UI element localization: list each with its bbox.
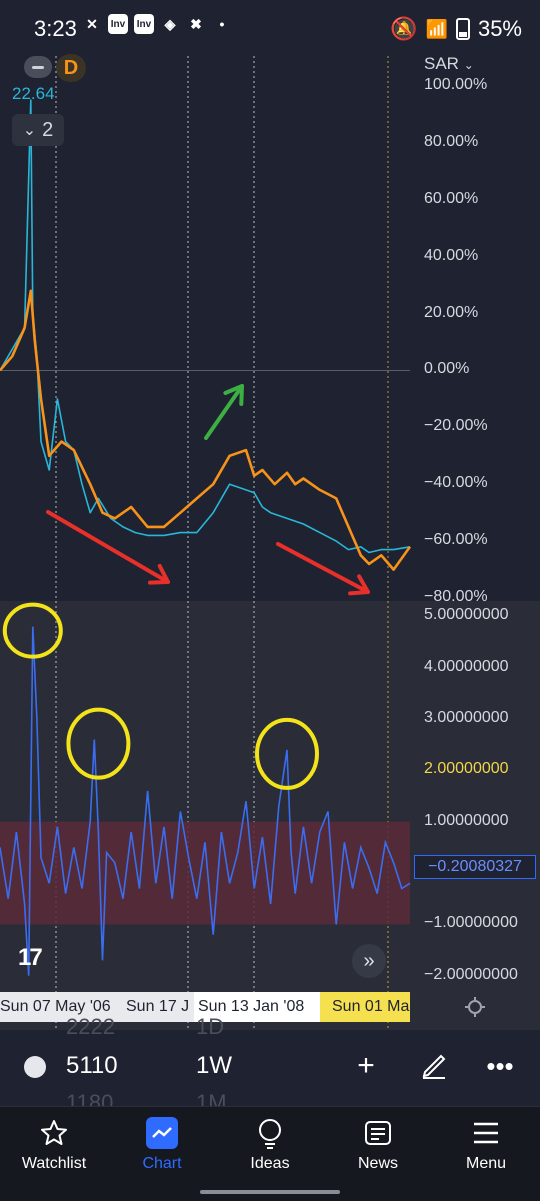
indicators-count: 2 — [42, 118, 54, 141]
status-system-icons: 🔕 📶 35% — [390, 16, 522, 42]
nav-watchlist[interactable]: Watchlist — [4, 1117, 104, 1173]
more-options-icon[interactable]: ••• — [486, 1050, 514, 1081]
collapse-legend-button[interactable] — [24, 56, 52, 78]
currency-selector[interactable]: SAR ⌄ — [424, 54, 474, 74]
battery-icon — [455, 18, 470, 40]
inv-icon: Inv — [108, 14, 128, 34]
nav-label: News — [357, 1155, 398, 1172]
tradingview-logo[interactable]: 17 — [18, 944, 43, 971]
oscillator-axis-tick: 3.00000000 — [424, 709, 509, 727]
circled-peak-annotation — [2, 602, 63, 659]
chart-area[interactable] — [0, 56, 540, 1096]
status-dot: • — [219, 16, 225, 32]
symbol-name[interactable]: 5110 — [66, 1052, 118, 1079]
nav-chart[interactable]: Chart — [112, 1117, 212, 1173]
down-arrow-annotation-head — [148, 564, 170, 585]
price-axis-tick: 20.00% — [424, 303, 479, 321]
home-indicator — [200, 1190, 340, 1194]
status-time: 3:23 — [34, 16, 77, 41]
status-bar: 3:23 ✕ Inv Inv ◈ ✖ • 🔕 📶 35% — [0, 0, 540, 56]
up-arrow-annotation — [204, 384, 244, 440]
date-label: Sun 13 Jan '08 — [194, 992, 320, 1022]
date-label: Sun 17 J — [118, 992, 194, 1022]
oscillator-axis-tick: 4.00000000 — [424, 657, 509, 675]
price-axis-tick: −20.00% — [424, 417, 488, 435]
date-axis[interactable]: Sun 07 May '06 Sun 17 J Sun 13 Jan '08 S… — [0, 992, 410, 1022]
ghost-symbol-top: 2222 — [66, 1014, 115, 1039]
down-arrow-annotation — [276, 542, 370, 594]
inv-icon: Inv — [134, 14, 154, 34]
lightbulb-icon — [254, 1117, 286, 1149]
ghost-interval-top: 1D — [196, 1014, 225, 1039]
last-price-label: 22.64 — [12, 84, 55, 103]
nav-label: Watchlist — [21, 1155, 87, 1172]
down-arrow-annotation-head — [348, 574, 370, 596]
price-axis-tick: 0.00% — [424, 360, 470, 378]
circled-peak-annotation — [66, 707, 131, 780]
nav-news[interactable]: News — [328, 1117, 428, 1173]
price-axis-tick: 40.00% — [424, 246, 479, 264]
oscillator-line — [0, 626, 411, 976]
oscillator-axis-tick: 1.00000000 — [424, 811, 509, 829]
price-axis-tick: 60.00% — [424, 189, 479, 207]
status-notification-icons: ✕ Inv Inv ◈ ✖ • — [82, 14, 232, 34]
up-arrow-annotation-head — [223, 384, 244, 406]
chart-toolbar — [0, 1030, 540, 1106]
add-icon[interactable]: + — [357, 1049, 375, 1082]
wifi-icon: 📶 — [425, 18, 448, 39]
battery-percent: 35% — [477, 16, 522, 41]
oscillator-current-value-tag: −0.20080327 — [414, 855, 536, 879]
mute-icon: 🔕 — [390, 16, 418, 41]
chevron-down-icon: ⌄ — [463, 58, 474, 72]
nav-ideas[interactable]: Ideas — [220, 1117, 320, 1173]
price-axis-tick: 100.00% — [424, 76, 488, 93]
price-axis-tick: 80.00% — [424, 132, 479, 150]
oscillator-axis-tick: 2.00000000 — [424, 760, 509, 778]
star-icon — [38, 1117, 70, 1149]
scroll-to-latest-button[interactable]: » — [352, 944, 386, 978]
app-icon: ✖ — [190, 15, 202, 32]
chart-icon — [146, 1117, 178, 1149]
price-axis-tick: −40.00% — [424, 474, 488, 492]
oscillator-axis-tick: −2.00000000 — [424, 965, 518, 983]
indicators-toggle-button[interactable]: ⌄ 2 — [12, 114, 64, 146]
date-label: Sun 01 Ma — [320, 992, 410, 1022]
circled-peak-annotation — [255, 717, 319, 790]
comparison-series-line — [0, 289, 412, 571]
drawing-pen-icon[interactable] — [414, 1046, 454, 1086]
chart-svg[interactable] — [0, 56, 540, 1096]
currency-label: SAR — [424, 54, 459, 73]
chart-settings-icon[interactable] — [464, 996, 486, 1018]
interval-selector[interactable]: 1W — [196, 1052, 232, 1079]
hamburger-menu-icon — [470, 1117, 502, 1149]
chevron-down-icon: ⌄ — [22, 122, 37, 139]
oscillator-axis-tick: −1.00000000 — [424, 914, 518, 932]
nav-label: Menu — [465, 1155, 507, 1172]
nav-label: Ideas — [250, 1155, 290, 1172]
binance-icon: ◈ — [164, 15, 176, 32]
ak-icon: ✕ — [86, 15, 98, 32]
symbol-logo-icon[interactable] — [24, 1056, 46, 1078]
oscillator-band — [0, 821, 410, 925]
interval-badge[interactable]: D — [56, 54, 86, 82]
price-axis-tick: −60.00% — [424, 531, 488, 549]
nav-label: Chart — [142, 1155, 182, 1172]
down-arrow-annotation — [46, 510, 170, 584]
date-label: Sun 07 May '06 — [0, 992, 118, 1022]
price-axis-tick: −80.00% — [424, 588, 488, 605]
news-icon — [362, 1117, 394, 1149]
bottom-navigation: Watchlist Chart Ideas News Menu — [0, 1106, 540, 1201]
nav-menu[interactable]: Menu — [436, 1117, 536, 1173]
oscillator-axis-tick: 5.00000000 — [424, 606, 509, 624]
